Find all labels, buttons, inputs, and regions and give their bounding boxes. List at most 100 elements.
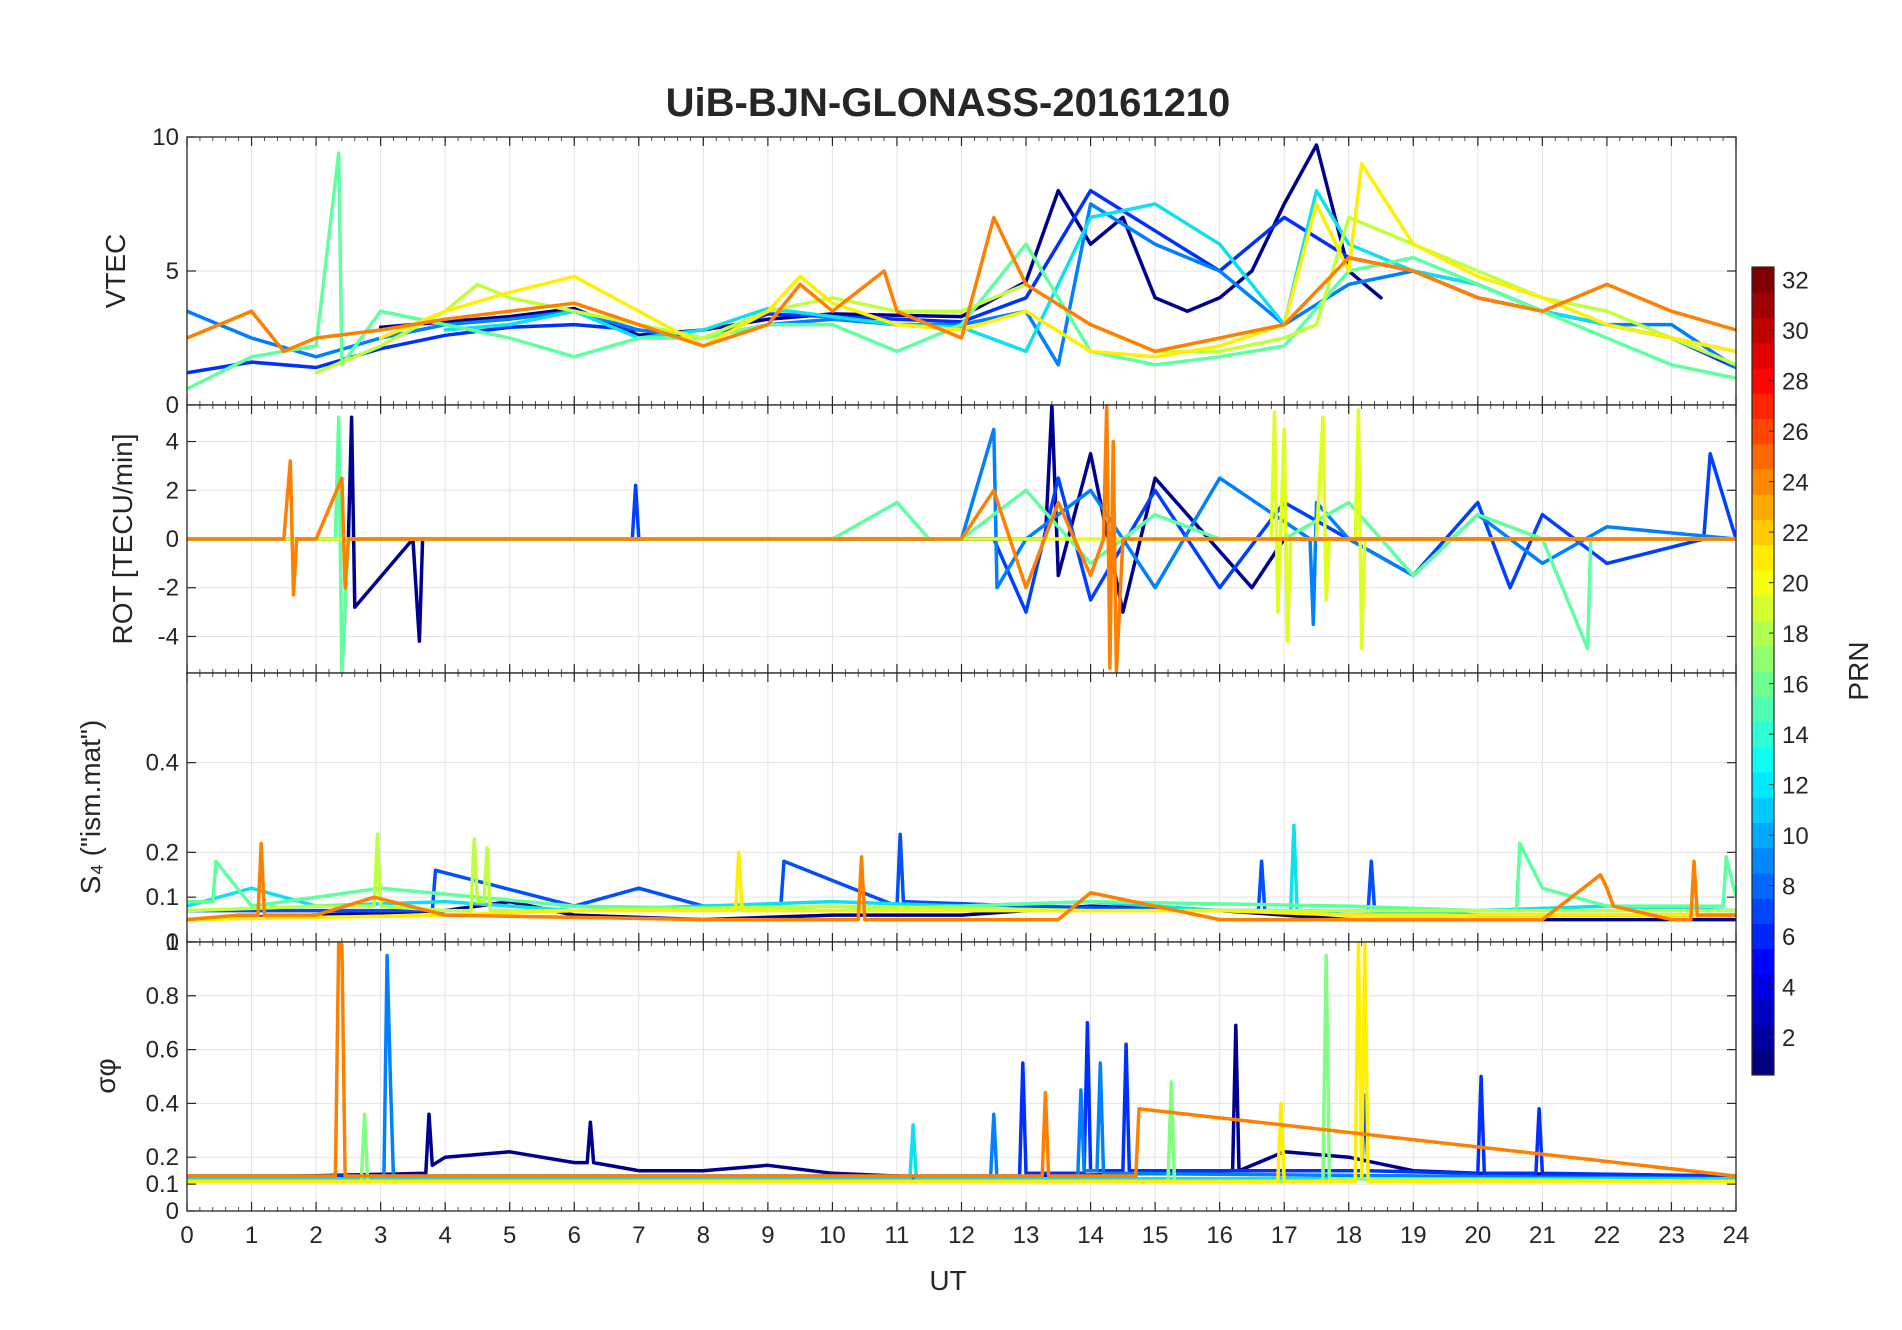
colorbar-tick-label: 4 (1782, 975, 1795, 1002)
x-tick-label: 1 (245, 1222, 258, 1249)
x-tick-label: 15 (1142, 1222, 1169, 1249)
colorbar-cell (1752, 494, 1774, 520)
colorbar-frame (1751, 266, 1775, 1076)
y-tick-label: 0 (166, 929, 179, 956)
x-tick-label: 21 (1529, 1222, 1556, 1249)
series-line-prn-20 (187, 942, 1736, 1184)
colorbar-tick-label: 30 (1782, 318, 1809, 345)
series-line-prn-9 (187, 953, 1736, 1181)
x-tick-label: 22 (1594, 1222, 1621, 1249)
series-line-prn-9 (187, 427, 1736, 627)
y-tick-label: 0 (166, 392, 179, 419)
colorbar-cell (1752, 317, 1774, 344)
y-axis-label: ROT [TECU/min] (107, 433, 138, 644)
y-tick-label: 0.2 (146, 1144, 179, 1171)
colorbar-cell (1752, 469, 1774, 495)
colorbar-tick-label: 28 (1782, 369, 1809, 396)
y-tick-label: 1 (166, 929, 179, 956)
series-line-prn-20 (378, 162, 1736, 359)
y-tick-label: 10 (152, 124, 179, 151)
panel-sigma_phi: 0 1 2 3 4 5 6 7 8 9 10 11 12 13 14 15 16 17 18 19 20 21 22 23 24… (90, 929, 1749, 1249)
colorbar-cell (1752, 570, 1774, 596)
x-tick-label: 2 (309, 1222, 322, 1249)
y-tick-label: 0.4 (146, 750, 179, 777)
colorbar-cell (1752, 721, 1774, 748)
x-tick-label: 8 (697, 1222, 710, 1249)
colorbar-tick-label: 8 (1782, 874, 1795, 901)
colorbar-tick-label: 2 (1782, 1025, 1795, 1052)
colorbar-tick-label: 10 (1782, 823, 1809, 850)
colorbar-cell (1752, 645, 1774, 672)
x-tick-label: 9 (761, 1222, 774, 1249)
colorbar-cell (1752, 267, 1774, 293)
x-tick-label: 3 (374, 1222, 387, 1249)
series-line-prn-23 (187, 841, 1736, 922)
colorbar-cell (1752, 898, 1774, 924)
colorbar-cell (1752, 847, 1774, 874)
y-tick-label: 0.1 (146, 1171, 179, 1198)
colorbar-cell (1752, 544, 1774, 571)
x-tick-label: 5 (503, 1222, 516, 1249)
colorbar-cell (1752, 519, 1774, 546)
colorbar-cell (1752, 797, 1774, 823)
x-tick-label: 19 (1400, 1222, 1427, 1249)
x-tick-label: 16 (1206, 1222, 1233, 1249)
colorbar-cell (1752, 746, 1774, 773)
colorbar-cell (1752, 948, 1774, 975)
y-axis-label: VTEC (100, 234, 131, 309)
x-tick-label: 11 (884, 1222, 909, 1249)
panel-rot: -4 -2 0 2 4 ROT [TECU/min] (107, 404, 1737, 674)
x-axis-label: UT (929, 1265, 966, 1296)
y-tick-label: 5 (166, 258, 179, 285)
colorbar-cell (1752, 772, 1774, 798)
x-tick-label: 13 (1013, 1222, 1040, 1249)
y-tick-label: 0.8 (146, 983, 179, 1010)
y-tick-label: -2 (158, 575, 179, 602)
colorbar-cell (1752, 393, 1774, 419)
y-axis-label: σφ (90, 1058, 121, 1093)
colorbar-tick-label: 18 (1782, 621, 1809, 648)
series-line-prn-16 (187, 953, 1736, 1184)
series-line-prn-15 (187, 151, 1736, 391)
series-line-prn-7 (187, 832, 1736, 917)
y-tick-label: 4 (166, 429, 179, 456)
colorbar-cell (1752, 671, 1774, 697)
x-tick-label: 20 (1464, 1222, 1491, 1249)
colorbar-cell (1752, 999, 1774, 1025)
colorbar-cell (1752, 1049, 1774, 1076)
chart-title: UiB-BJN-GLONASS-20161210 (666, 81, 1231, 125)
colorbar-cell (1752, 342, 1774, 369)
y-tick-label: 0.4 (146, 1090, 179, 1117)
y-tick-label: 0.2 (146, 839, 179, 866)
colorbar-cell (1752, 368, 1774, 394)
x-tick-label: 14 (1077, 1222, 1104, 1249)
x-tick-label: 6 (568, 1222, 581, 1249)
colorbar-tick-label: 16 (1782, 672, 1809, 699)
series-line-prn-20 (187, 850, 1736, 922)
y-tick-label: 2 (166, 477, 179, 504)
series-line-prn-23 (187, 215, 1736, 354)
panel-vtec: 0 5 10 VTEC (100, 124, 1737, 419)
y-axis-label: S₄ ("ism.mat") (75, 720, 106, 894)
y-tick-label: 0 (166, 526, 179, 553)
series-line-prn-15 (187, 841, 1736, 913)
x-tick-label: 18 (1335, 1222, 1362, 1249)
x-tick-label: 12 (948, 1222, 975, 1249)
colorbar-tick-label: 22 (1782, 520, 1809, 547)
series-group (187, 143, 1736, 391)
colorbar-cell (1752, 873, 1774, 899)
colorbar-cell (1752, 443, 1774, 470)
colorbar-cell (1752, 418, 1774, 445)
series-group (187, 823, 1736, 922)
panel-s4: 0 0.1 0.2 0.4 S₄ ("ism.mat") (75, 672, 1737, 956)
x-tick-label: 4 (438, 1222, 451, 1249)
colorbar-tick-label: 26 (1782, 419, 1809, 446)
y-tick-label: 0 (166, 1198, 179, 1225)
series-group (187, 405, 1736, 673)
y-tick-label: 0.6 (146, 1037, 179, 1064)
colorbar-cell (1752, 923, 1774, 950)
colorbar-cell (1752, 974, 1774, 1000)
